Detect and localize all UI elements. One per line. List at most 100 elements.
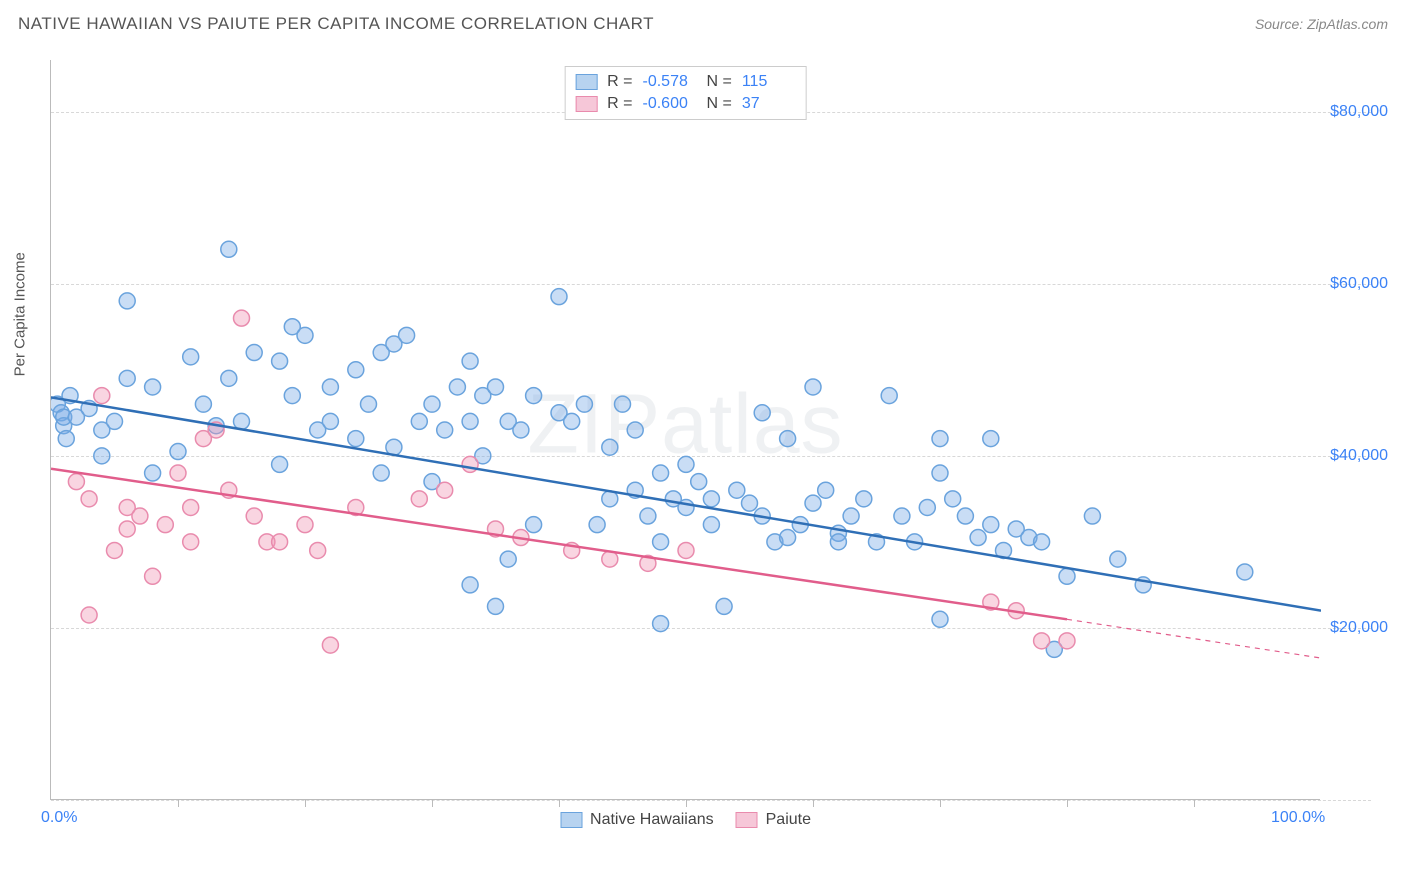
series-legend-item: Paiute <box>736 811 811 829</box>
data-point <box>94 422 110 438</box>
data-point <box>1034 534 1050 550</box>
legend-r-label: R = <box>607 73 632 91</box>
data-point <box>399 327 415 343</box>
data-point <box>754 405 770 421</box>
data-point <box>830 534 846 550</box>
data-point <box>805 495 821 511</box>
data-point <box>183 349 199 365</box>
data-point <box>132 508 148 524</box>
data-point <box>1110 551 1126 567</box>
source-attribution: Source: ZipAtlas.com <box>1255 16 1388 32</box>
y-tick-label: $80,000 <box>1330 103 1388 121</box>
x-tick-label: 0.0% <box>41 809 77 827</box>
data-point <box>983 517 999 533</box>
legend-swatch <box>560 812 582 828</box>
data-point <box>513 422 529 438</box>
data-point <box>424 396 440 412</box>
data-point <box>322 379 338 395</box>
trend-line-extrapolation <box>1067 619 1321 658</box>
data-point <box>234 413 250 429</box>
data-point <box>145 379 161 395</box>
data-point <box>678 542 694 558</box>
data-point <box>881 388 897 404</box>
x-minor-tick <box>432 799 433 807</box>
data-point <box>742 495 758 511</box>
data-point <box>145 465 161 481</box>
data-point <box>653 534 669 550</box>
data-point <box>170 444 186 460</box>
data-point <box>526 388 542 404</box>
y-axis-title: Per Capita Income <box>12 252 29 376</box>
y-tick-label: $20,000 <box>1330 619 1388 637</box>
data-point <box>856 491 872 507</box>
data-point <box>716 598 732 614</box>
x-minor-tick <box>1194 799 1195 807</box>
series-legend-label: Native Hawaiians <box>590 811 714 829</box>
data-point <box>145 568 161 584</box>
data-point <box>703 517 719 533</box>
data-point <box>195 396 211 412</box>
x-tick-label: 100.0% <box>1271 809 1325 827</box>
data-point <box>462 577 478 593</box>
data-point <box>678 456 694 472</box>
data-point <box>272 353 288 369</box>
data-point <box>272 456 288 472</box>
x-minor-tick <box>940 799 941 807</box>
data-point <box>983 431 999 447</box>
data-point <box>1059 633 1075 649</box>
data-point <box>1059 568 1075 584</box>
data-point <box>805 379 821 395</box>
legend-row: R =-0.600N =37 <box>575 93 796 115</box>
data-point <box>919 499 935 515</box>
data-point <box>234 310 250 326</box>
data-point <box>310 542 326 558</box>
data-point <box>462 353 478 369</box>
data-point <box>68 409 84 425</box>
x-minor-tick <box>178 799 179 807</box>
data-point <box>970 530 986 546</box>
series-legend-label: Paiute <box>766 811 811 829</box>
legend-r-label: R = <box>607 95 632 113</box>
data-point <box>157 517 173 533</box>
legend-r-value: -0.600 <box>643 95 697 113</box>
data-point <box>272 534 288 550</box>
data-point <box>81 491 97 507</box>
data-point <box>94 448 110 464</box>
data-point <box>627 422 643 438</box>
correlation-legend: R =-0.578N =115R =-0.600N =37 <box>564 66 807 120</box>
data-point <box>589 517 605 533</box>
data-point <box>691 474 707 490</box>
legend-n-label: N = <box>707 95 732 113</box>
data-point <box>957 508 973 524</box>
x-minor-tick <box>559 799 560 807</box>
legend-r-value: -0.578 <box>643 73 697 91</box>
data-point <box>488 379 504 395</box>
x-minor-tick <box>686 799 687 807</box>
x-minor-tick <box>305 799 306 807</box>
data-point <box>119 521 135 537</box>
data-point <box>449 379 465 395</box>
data-point <box>68 474 84 490</box>
data-point <box>297 517 313 533</box>
data-point <box>602 439 618 455</box>
data-point <box>119 370 135 386</box>
data-point <box>932 611 948 627</box>
data-point <box>183 499 199 515</box>
data-point <box>729 482 745 498</box>
data-point <box>310 422 326 438</box>
data-point <box>1034 633 1050 649</box>
data-point <box>703 491 719 507</box>
data-point <box>284 388 300 404</box>
legend-n-value: 115 <box>742 73 796 91</box>
data-point <box>348 362 364 378</box>
data-point <box>246 345 262 361</box>
data-point <box>221 370 237 386</box>
series-legend-item: Native Hawaiians <box>560 811 714 829</box>
data-point <box>780 431 796 447</box>
data-point <box>411 491 427 507</box>
data-point <box>437 422 453 438</box>
data-point <box>818 482 834 498</box>
data-point <box>640 508 656 524</box>
data-point <box>411 413 427 429</box>
x-minor-tick <box>1067 799 1068 807</box>
